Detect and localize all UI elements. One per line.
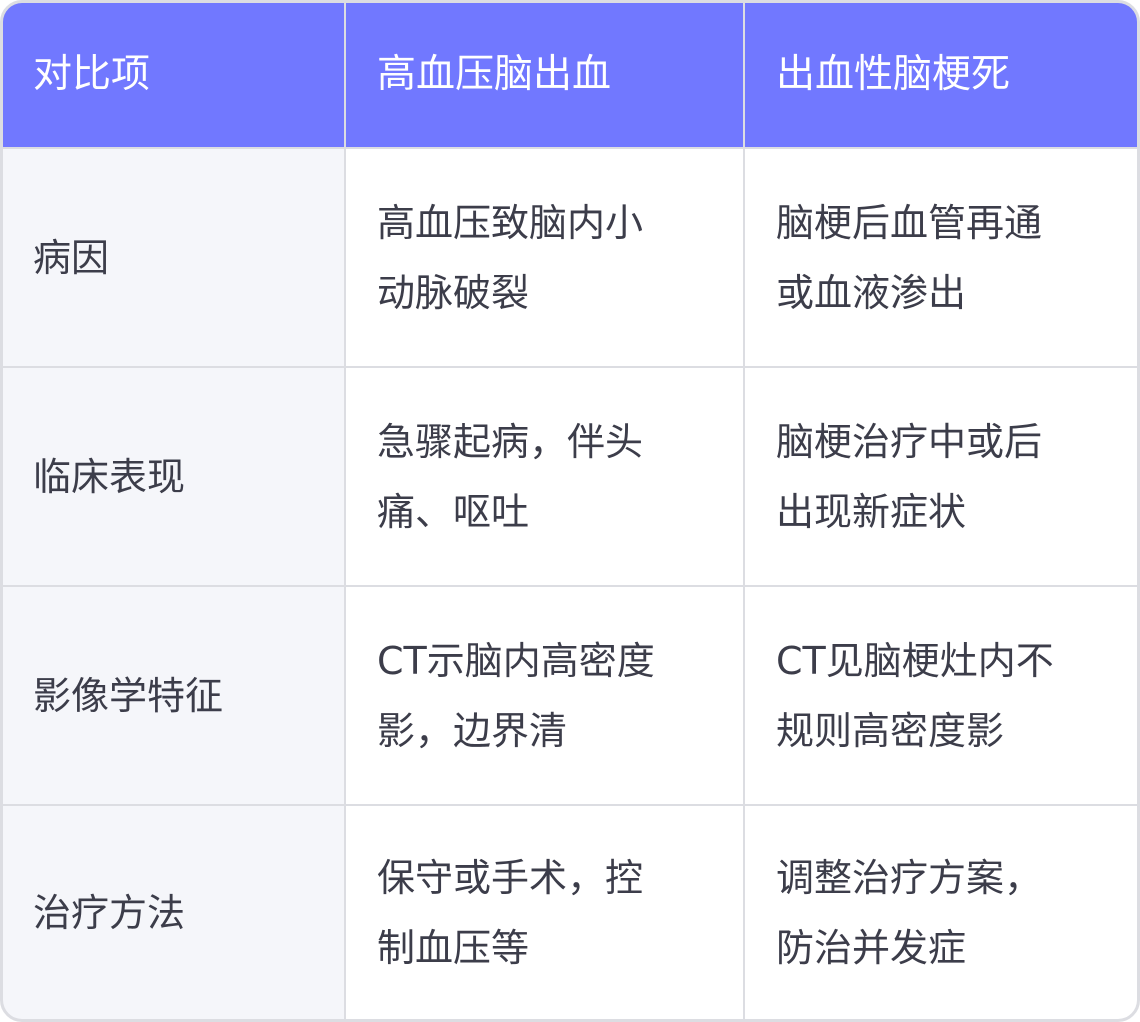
cell-line: 急骤起病，伴头: [377, 419, 644, 464]
cell-line: CT示脑内高密度: [377, 638, 655, 683]
cell-line: 保守或手术，控: [377, 855, 644, 900]
table-cell: CT示脑内高密度 影，边界清: [346, 587, 743, 804]
cell-line: 调整治疗方案，: [776, 855, 1043, 900]
row-label-cell: 影像学特征: [3, 587, 344, 804]
row-label-cell: 临床表现: [3, 368, 344, 585]
table-cell: CT见脑梗灶内不 规则高密度影: [745, 587, 1137, 804]
table-cell: 调整治疗方案， 防治并发症: [745, 806, 1137, 1019]
table-cell: 高血压致脑内小 动脉破裂: [346, 149, 743, 366]
cell-line: 规则高密度影: [776, 708, 1005, 753]
cell-line: 动脉破裂: [377, 270, 530, 315]
table-cell: 脑梗后血管再通 或血液渗出: [745, 149, 1137, 366]
cell-line: 脑梗治疗中或后: [776, 419, 1043, 464]
row-label-cell: 病因: [3, 149, 344, 366]
row-label: 治疗方法: [33, 890, 186, 935]
header-label: 高血压脑出血: [377, 52, 612, 97]
row-label: 影像学特征: [33, 673, 224, 718]
row-label: 临床表现: [33, 454, 186, 499]
table-cell: 脑梗治疗中或后 出现新症状: [745, 368, 1137, 585]
cell-line: 出现新症状: [776, 489, 967, 534]
row-label-cell: 治疗方法: [3, 806, 344, 1019]
cell-line: 或血液渗出: [776, 270, 967, 315]
row-label: 病因: [33, 235, 110, 280]
cell-line: CT见脑梗灶内不: [776, 638, 1054, 683]
table-cell: 保守或手术，控 制血压等: [346, 806, 743, 1019]
cell-line: 痛、呕吐: [377, 489, 530, 534]
cell-line: 脑梗后血管再通: [776, 200, 1043, 245]
header-cell: 出血性脑梗死: [745, 3, 1137, 147]
cell-line: 高血压致脑内小: [377, 200, 644, 245]
table-cell: 急骤起病，伴头 痛、呕吐: [346, 368, 743, 585]
cell-line: 制血压等: [377, 925, 530, 970]
header-cell: 高血压脑出血: [346, 3, 743, 147]
header-label: 出血性脑梗死: [776, 52, 1011, 97]
header-label: 对比项: [33, 52, 151, 97]
header-cell: 对比项: [3, 3, 344, 147]
cell-line: 防治并发症: [776, 925, 967, 970]
cell-line: 影，边界清: [377, 708, 568, 753]
